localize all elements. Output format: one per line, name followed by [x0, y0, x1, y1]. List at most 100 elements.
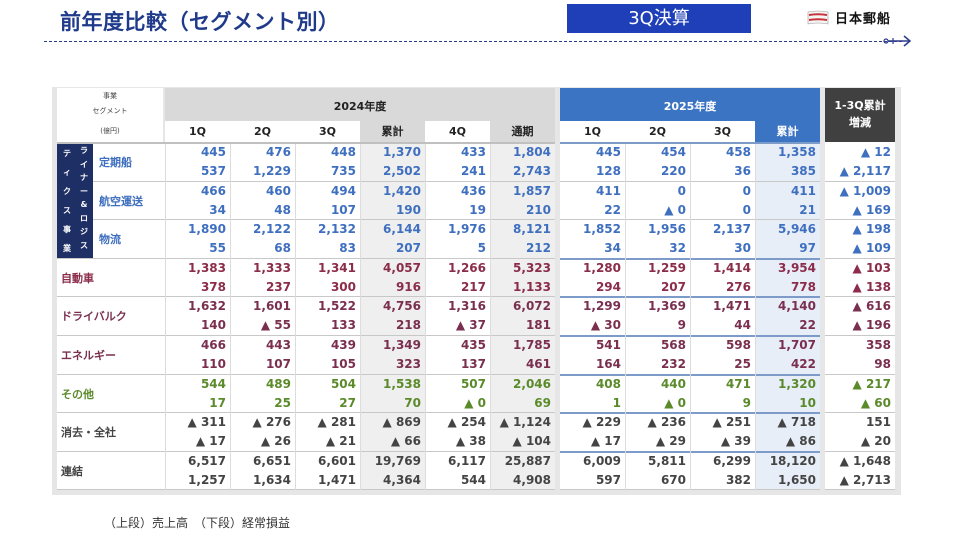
cell-2024-profit: 4,908: [513, 472, 551, 487]
cell-2024-sales: 1,420: [383, 183, 421, 198]
col-2024-3q: 3Q: [295, 121, 360, 142]
cell-2024-sales: 1,538: [383, 376, 421, 391]
cell-2024-profit: 110: [200, 357, 226, 371]
cell-2025-sales: ▲ 236: [647, 415, 686, 430]
cell-2024-sales: 494: [330, 183, 356, 198]
liner-group-char: ラ: [80, 146, 88, 155]
cell-2024-profit: 1,471: [318, 472, 356, 487]
row-divider: [57, 257, 555, 259]
cell-2025-profit: 778: [790, 279, 816, 294]
row-divider: [57, 450, 555, 452]
cell-diff-sales: 358: [865, 338, 891, 352]
col-2025-1q: 1Q: [560, 121, 625, 142]
liner-group-col2: ライナー & ロジス: [75, 144, 93, 252]
segment-label: 自動車: [61, 271, 94, 285]
liner-group-char: 業: [63, 244, 71, 253]
cell-2025-profit: 207: [660, 279, 686, 294]
cell-2024-sales: ▲ 281: [317, 415, 356, 430]
cell-diff-profit: ▲ 169: [852, 202, 891, 217]
page-title: 前年度比較（セグメント別）: [60, 10, 340, 34]
liner-group-char: ー: [80, 186, 88, 196]
cell-2025-profit: 30: [734, 241, 751, 256]
cell-2024-sales: 1,349: [383, 338, 421, 352]
corner-label-business: 事業: [103, 92, 117, 100]
cell-2024-sales: 1,785: [513, 338, 551, 352]
segment-label: 連結: [61, 464, 83, 478]
column-divider: [230, 142, 231, 490]
row-divider: [825, 373, 895, 375]
segment-label: 物流: [99, 233, 121, 247]
row-divider: [93, 219, 555, 221]
cell-2024-sales: 6,651: [253, 453, 291, 468]
cell-2025-profit: 0: [742, 202, 751, 217]
header-bottom-border: [57, 142, 555, 144]
liner-group-col1: ティクス事業: [58, 144, 76, 258]
cell-2025-sales: 1,471: [713, 299, 751, 314]
liner-group-char: 事: [63, 225, 71, 234]
liner-group-char: ス: [80, 240, 88, 250]
cell-2024-profit: ▲ 21: [325, 434, 356, 449]
cell-2025-profit: 597: [595, 472, 621, 487]
cell-2025-profit: 97: [799, 241, 816, 256]
cell-2024-profit: 218: [395, 318, 421, 333]
cell-2024-sales: 1,316: [448, 299, 486, 314]
cell-2024-sales: 443: [265, 338, 291, 352]
liner-group-char: ロ: [80, 213, 88, 223]
cell-2025-sales: ▲ 718: [777, 415, 816, 430]
cell-diff-sales: ▲ 1,009: [839, 183, 891, 198]
cell-2025-sales: 598: [725, 338, 751, 352]
cell-diff-profit: ▲ 2,713: [839, 472, 891, 487]
cell-2024-sales: 2,122: [253, 222, 291, 237]
cell-2025-sales: ▲ 251: [712, 415, 751, 430]
cell-2025-profit: 25: [734, 357, 751, 371]
cell-2024-profit: 19: [469, 202, 486, 217]
cell-2025-profit: 44: [734, 318, 751, 333]
table-body-diff: [825, 142, 895, 490]
cell-2024-sales: 2,132: [318, 222, 356, 237]
segment-label: 定期船: [99, 156, 132, 169]
cell-2024-profit: 107: [330, 202, 356, 217]
cell-diff-sales: ▲ 12: [860, 145, 891, 159]
cell-2024-sales: 6,117: [448, 453, 486, 468]
cell-2024-profit: 1,634: [253, 472, 291, 487]
cell-2025-profit: ▲ 0: [664, 202, 686, 217]
flag-icon: [807, 10, 829, 24]
liner-logistics-group-label: ティクス事業 ライナー & ロジス: [57, 142, 93, 258]
cell-2024-sales: 448: [330, 145, 356, 159]
row-divider: [57, 335, 555, 336]
col-2024-4q: 4Q: [425, 121, 490, 142]
cell-2025-sales: 445: [595, 145, 621, 159]
segment-label: ドライバルク: [61, 310, 127, 324]
row-divider: [57, 296, 555, 298]
cell-2024-sales: 1,804: [513, 145, 551, 159]
cell-2024-profit: 2,743: [513, 164, 551, 178]
segment-label: エネルギー: [61, 349, 116, 362]
cell-2025-profit: 276: [725, 279, 751, 294]
cell-2024-sales: 19,769: [374, 453, 421, 468]
cell-2025-profit: 9: [677, 318, 686, 333]
cell-2025-profit: ▲ 17: [590, 434, 621, 449]
column-divider: [165, 142, 166, 490]
column-divider: [490, 142, 491, 490]
cell-diff-profit: ▲ 138: [852, 279, 891, 294]
cell-2024-profit: 25: [274, 395, 291, 410]
cell-2025-profit: 34: [604, 241, 621, 256]
cell-2025-profit: 22: [604, 202, 621, 217]
col-2025-cumulative: 累計: [755, 121, 820, 142]
cell-diff-sales: ▲ 198: [852, 222, 891, 237]
cell-2024-profit: 1,133: [513, 279, 551, 294]
cell-2024-profit: 190: [395, 202, 421, 217]
cell-diff-profit: ▲ 109: [852, 241, 891, 256]
cell-2025-profit: 382: [725, 472, 751, 487]
cell-2025-sales: 3,954: [778, 260, 816, 275]
cell-2025-sales: 1,707: [778, 338, 816, 352]
cell-2024-sales: 504: [330, 376, 356, 391]
cell-2024-profit: 212: [525, 241, 551, 256]
col-2024-cumulative: 累計: [360, 121, 425, 142]
cell-2025-sales: 1,299: [583, 299, 621, 314]
brand-name: 日本郵船: [835, 12, 892, 27]
header-divider: [44, 41, 902, 42]
cell-2025-profit: 220: [660, 164, 686, 178]
cell-2025-sales: 6,009: [583, 453, 621, 468]
cell-2024-profit: 83: [339, 241, 356, 256]
